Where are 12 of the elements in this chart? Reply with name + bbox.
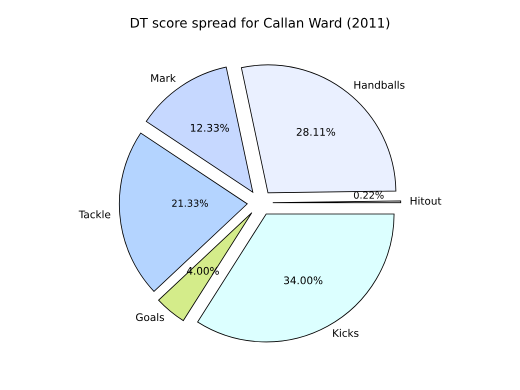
slice-label: Mark: [151, 74, 176, 82]
data-label: 34.00%: [284, 276, 322, 284]
slice-label: Hitout: [410, 196, 442, 205]
slice-label: Tackle: [78, 210, 110, 218]
chart-title: DT score spread for Callan Ward (2011): [130, 18, 390, 30]
slice-label: Handballs: [354, 80, 405, 89]
data-label: 0.22%: [354, 191, 384, 199]
data-label: 28.11%: [296, 128, 336, 136]
data-label: 12.33%: [190, 124, 229, 132]
slice-label: Kicks: [333, 328, 358, 337]
slice-label: Goals: [136, 313, 164, 322]
data-label: 21.33%: [172, 200, 208, 207]
